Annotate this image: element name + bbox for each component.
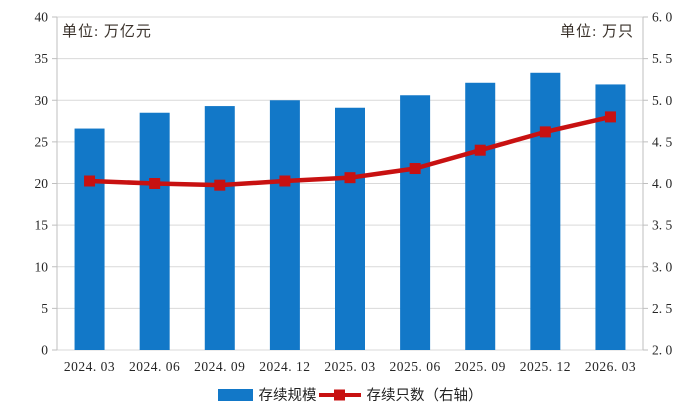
x-axis-label: 2026. 03 bbox=[585, 359, 636, 374]
x-axis-label: 2024. 09 bbox=[194, 359, 245, 374]
right-axis-tick-label: 3. 5 bbox=[652, 218, 673, 233]
bar bbox=[74, 128, 105, 350]
left-axis-tick-label: 10 bbox=[35, 259, 49, 274]
legend-label-line-series: 存续只数（右轴） bbox=[366, 388, 483, 404]
right-axis-unit-label: 单位: 万只 bbox=[560, 24, 634, 40]
bar-swatch-rect bbox=[217, 388, 253, 401]
bar bbox=[269, 100, 300, 350]
bar bbox=[204, 106, 235, 350]
left-axis-tick-label: 35 bbox=[35, 51, 49, 66]
right-axis-tick-label: 4. 5 bbox=[652, 134, 673, 149]
x-axis-label: 2024. 06 bbox=[129, 359, 180, 374]
right-axis-tick-label: 3. 0 bbox=[652, 259, 673, 274]
bar bbox=[595, 84, 626, 351]
bar bbox=[400, 95, 431, 350]
legend: 存续规模 存续只数（右轴） bbox=[0, 384, 700, 405]
right-axis-tick-label: 5. 5 bbox=[652, 51, 673, 66]
line-marker bbox=[149, 178, 161, 189]
bar bbox=[139, 112, 170, 350]
legend-item-bar-series: 存续规模 bbox=[217, 384, 317, 405]
line-marker bbox=[604, 111, 616, 123]
line-marker bbox=[344, 172, 356, 184]
legend-item-line-series: 存续只数（右轴） bbox=[318, 384, 483, 405]
right-axis-tick-label: 6. 0 bbox=[652, 10, 673, 25]
line-marker bbox=[214, 179, 226, 191]
left-axis-tick-label: 0 bbox=[41, 343, 48, 358]
line-series-swatch-icon bbox=[318, 389, 361, 400]
left-axis-tick-label: 25 bbox=[35, 134, 49, 149]
x-axis-label: 2025. 09 bbox=[455, 359, 506, 374]
left-axis-tick-label: 5 bbox=[41, 301, 48, 316]
bar bbox=[335, 107, 365, 351]
left-axis-tick-label: 20 bbox=[35, 176, 49, 191]
x-axis-label: 2024. 12 bbox=[259, 359, 310, 374]
legend-label-bar-series: 存续规模 bbox=[258, 388, 317, 404]
line-marker bbox=[279, 175, 291, 187]
right-axis-tick-label: 4. 0 bbox=[652, 176, 673, 191]
bar bbox=[530, 72, 561, 350]
bar bbox=[465, 82, 496, 350]
x-axis-label: 2025. 06 bbox=[389, 359, 440, 374]
left-axis-tick-label: 15 bbox=[35, 218, 49, 233]
line-marker bbox=[539, 126, 551, 138]
x-axis-label: 2025. 12 bbox=[520, 359, 571, 374]
line-marker bbox=[84, 175, 96, 187]
line-swatch-marker bbox=[333, 389, 345, 400]
right-axis-tick-label: 2. 0 bbox=[652, 343, 673, 358]
bar-series-swatch-icon bbox=[217, 388, 253, 401]
right-axis-tick-label: 5. 0 bbox=[652, 93, 673, 108]
left-axis-unit-label: 单位: 万亿元 bbox=[62, 24, 152, 40]
line-marker bbox=[409, 163, 421, 175]
left-axis-tick-label: 30 bbox=[35, 93, 49, 108]
right-axis-tick-label: 2. 5 bbox=[652, 301, 673, 316]
x-axis-label: 2024. 03 bbox=[64, 359, 115, 374]
line-marker bbox=[474, 144, 486, 156]
left-axis-tick-label: 40 bbox=[35, 10, 49, 25]
x-axis-label: 2025. 03 bbox=[324, 359, 375, 374]
